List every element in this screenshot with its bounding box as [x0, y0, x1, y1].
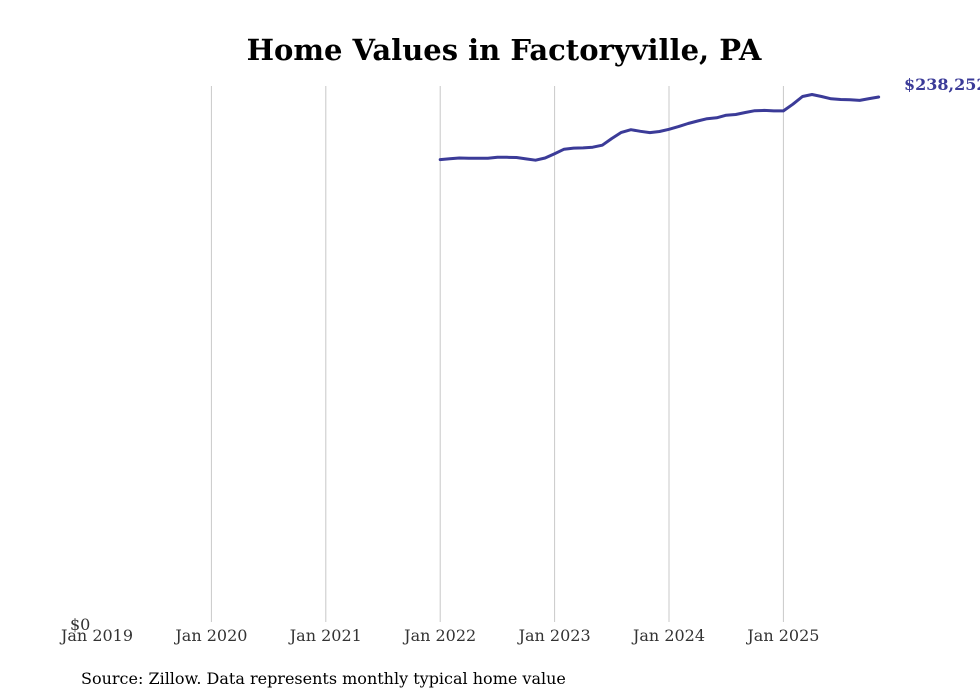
x-tick-label: Jan 2021	[288, 626, 362, 645]
grid-lines	[210, 86, 784, 622]
source-note: Source: Zillow. Data represents monthly …	[81, 669, 566, 688]
x-tick-label: Jan 2024	[631, 626, 705, 645]
x-tick-label: Jan 2019	[59, 626, 133, 645]
x-tick-label: Jan 2025	[745, 626, 819, 645]
series-line	[438, 93, 881, 162]
chart-title: Home Values in Factoryville, PA	[247, 33, 762, 67]
y-axis-tick-label: $0	[70, 615, 90, 634]
x-tick-label: Jan 2022	[402, 626, 476, 645]
x-axis-tick-labels: Jan 2019 Jan 2020 Jan 2021 Jan 2022 Jan 2023…	[59, 626, 819, 645]
x-tick-label: Jan 2020	[173, 626, 247, 645]
x-tick-label: Jan 2023	[517, 626, 591, 645]
end-value-label: $238,252	[904, 75, 980, 94]
